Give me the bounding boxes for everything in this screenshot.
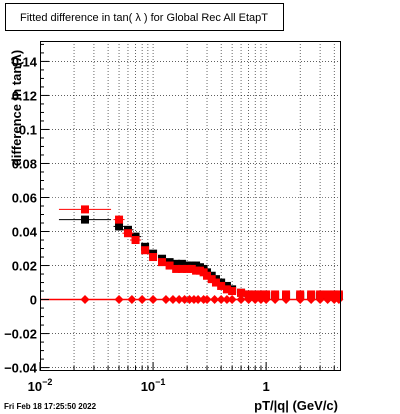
y-axis-title: difference in tan(λ) [9,50,24,166]
data-point-square [80,205,89,214]
chart-title-box: Fitted difference in tan( λ ) for Global… [5,3,284,31]
data-point-square [203,271,212,280]
data-point-square [251,290,260,299]
y-tick-label: −0.02 [4,327,37,342]
data-point-square [282,290,291,299]
data-point-square [237,288,246,297]
data-point-square [172,264,181,273]
data-point-square [207,275,216,284]
data-point-square [183,264,192,273]
x-tick-label: 10−1 [141,377,166,394]
grid [40,41,340,371]
data-point-square [177,264,186,273]
y-tick-label: 0 [30,293,37,308]
y-tick-label: 0.12 [12,88,37,103]
data-point-square [115,222,124,231]
data-point-square [323,290,332,299]
data-point-square [149,253,158,262]
y-tick-label: 0.02 [12,259,37,274]
data-point-square [141,246,150,255]
data-point-square [296,290,305,299]
data-point-square [330,290,339,299]
data-point-square [316,290,325,299]
y-tick-label: −0.04 [4,361,38,376]
timestamp: Fri Feb 18 17:25:50 2022 [4,402,97,411]
data-point-square [165,261,174,270]
data-point-square [222,285,231,294]
y-tick-label: 0.04 [12,225,38,240]
chart-title: Fitted difference in tan( λ ) for Global… [20,12,268,24]
plot-marks [40,205,344,305]
y-tick-label: 0.14 [12,54,38,69]
data-point-square [172,259,181,268]
data-point-square [177,259,186,268]
axis-ticks: −0.04 −0.02 0 0.02 0.04 0.06 0.08 0.1 0.12 0.14 10… [4,43,335,394]
data-point-square [271,290,280,299]
data-point-square [217,281,226,290]
data-point-square [334,290,343,299]
y-tick-label: 0.06 [12,190,37,205]
data-point-square [211,278,220,287]
plot-frame [40,41,341,371]
x-tick-label: 10−2 [28,377,53,394]
data-point-square [80,215,89,224]
data-point-square [244,290,253,299]
data-point-square [158,258,167,267]
data-point-square [262,290,271,299]
x-axis-title: pT/|q| (GeV/c) [254,398,338,413]
y-tick-label: 0.1 [19,122,37,137]
data-point-square [131,236,140,245]
data-point-square [187,264,196,273]
data-point-square [256,290,265,299]
y-tick-label: 0.08 [12,156,37,171]
data-point-square [228,287,237,296]
data-point-square [307,290,316,299]
data-point-square [115,215,124,224]
title-frame [5,3,284,31]
data-point-square [123,229,132,238]
x-tick-label: 1 [263,379,270,394]
